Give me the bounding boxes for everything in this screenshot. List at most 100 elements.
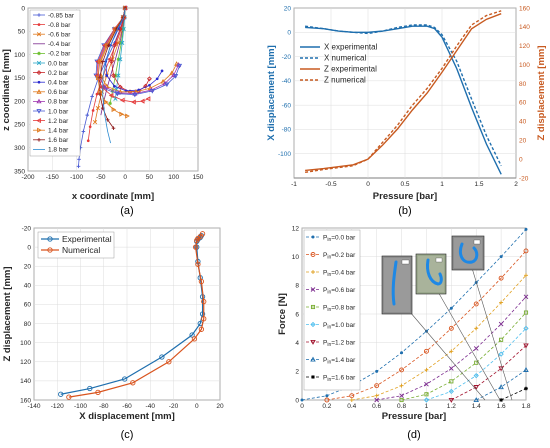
- a-legend-label-12: 1.4 bar: [48, 128, 69, 135]
- b-ytick-right-label: 40: [519, 119, 527, 126]
- c-point-1: [198, 278, 205, 285]
- d-point-1: [374, 383, 380, 389]
- d-point-7: [523, 366, 529, 372]
- b-ytick-label: -60: [282, 102, 292, 109]
- d-legend-label-1: Pin=0.2 bar: [323, 252, 356, 261]
- b-ytick-right-label: 60: [519, 100, 527, 107]
- panel-b-series: [304, 10, 502, 175]
- d-series-line-1: [326, 250, 527, 401]
- a-xtick-label: 150: [193, 174, 204, 181]
- b-ytick-right-label: -20: [519, 175, 529, 182]
- d-legend-marker-6: [310, 339, 316, 345]
- d-point-3: [498, 321, 504, 327]
- a-point-12: [111, 106, 117, 113]
- c-ytick-label: 60: [24, 302, 32, 309]
- a-ytick-label: 250: [14, 122, 25, 129]
- c-point-0: [159, 354, 165, 360]
- c-xtick-label: -100: [74, 403, 87, 410]
- a-legend-label-13: 1.6 bar: [48, 137, 69, 144]
- b-ytick-label: 0: [287, 30, 291, 37]
- c-point-0: [122, 376, 128, 382]
- c-ytick-label: 80: [24, 321, 32, 328]
- d-point-7: [473, 397, 479, 403]
- d-point-6: [448, 397, 455, 403]
- c-point-1: [166, 359, 172, 365]
- b-xtick-label: -0.5: [325, 181, 337, 188]
- c-xtick-label: 0: [195, 403, 199, 410]
- c-xtick-label: -80: [99, 403, 109, 410]
- a-ytick-label: 50: [18, 29, 26, 36]
- a-point-8: [174, 61, 180, 66]
- d-point-8: [524, 386, 528, 391]
- a-point-10: [176, 63, 183, 69]
- a-point-13: [98, 92, 102, 96]
- panel-b-label: (b): [398, 205, 411, 217]
- b-ytick-label: -20: [282, 54, 292, 61]
- panel-a-series: [76, 5, 183, 169]
- panel-a-label: (a): [120, 205, 133, 217]
- d-legend-label-3: Pin=0.6 bar: [323, 287, 356, 296]
- d-point-6: [498, 366, 504, 372]
- a-legend-marker-6: [36, 70, 42, 76]
- c-xtick-label: -40: [146, 403, 156, 410]
- panel-c-xlabel: X displacement [mm]: [79, 411, 175, 422]
- d-point-4: [424, 392, 429, 397]
- a-point-4: [116, 57, 121, 62]
- d-ytick-label: 6: [295, 311, 299, 318]
- a-point-12: [96, 75, 101, 81]
- a-point-4: [119, 41, 124, 45]
- a-point-11: [108, 92, 114, 99]
- a-point-7: [113, 84, 116, 88]
- a-point-0: [85, 113, 90, 117]
- panel-b-legend: X experimental X numerical Z experimental Z…: [300, 43, 378, 85]
- a-point-12: [104, 42, 110, 48]
- a-point-11: [131, 99, 136, 105]
- a-legend-label-8: 0.6 bar: [48, 89, 69, 96]
- d-point-0: [375, 369, 379, 373]
- photo-leader-line-2: [436, 289, 501, 401]
- d-xtick-label: 0: [300, 403, 304, 410]
- a-point-11: [95, 58, 100, 65]
- d-legend-label-0: Pin=0.0 bar: [323, 234, 356, 243]
- a-point-8: [160, 78, 166, 84]
- d-point-2: [524, 273, 528, 278]
- b-xtick-label: 0.5: [400, 181, 409, 188]
- a-ytick-label: 300: [14, 145, 25, 152]
- d-point-4: [499, 337, 504, 342]
- a-point-1: [88, 125, 92, 129]
- panel-b-ylabel-left: X displacement [mm]: [266, 45, 277, 141]
- d-point-3: [424, 381, 429, 387]
- d-series-line-0: [301, 229, 527, 401]
- b-ytick-label: -100: [278, 151, 291, 158]
- c-point-1: [192, 244, 199, 250]
- a-point-10: [149, 89, 155, 94]
- a-series-line-14: [102, 7, 126, 144]
- c-point-1: [201, 298, 207, 305]
- d-point-0: [300, 398, 304, 402]
- a-point-13: [111, 126, 116, 130]
- b-series-line-0: [305, 25, 502, 175]
- d-legend-marker-1: [310, 252, 316, 257]
- d-legend-label-7: Pin=1.4 bar: [323, 357, 356, 366]
- a-point-0: [81, 129, 86, 134]
- b-ytick-right-label: 140: [519, 24, 530, 31]
- c-ytick-label: 120: [20, 359, 31, 366]
- c-ytick-label: 40: [24, 283, 32, 290]
- d-series-line-2: [351, 275, 527, 401]
- panel-d-legend: Pin=0.0 bar Pin=0.2 bar Pin=0.4 bar Pin=0.6…: [306, 234, 356, 383]
- d-point-0: [325, 394, 329, 398]
- d-ytick-label: 10: [292, 254, 300, 261]
- b-xtick-label: 2: [514, 181, 518, 188]
- c-xtick-label: 20: [216, 403, 224, 410]
- panel-b-ticks: -1 -0.5 0 0.5 1 1.5 2 20 0 -20 -40 -60 -80 -100 160 140…: [278, 5, 530, 188]
- photo-leader-line-3: [471, 267, 513, 401]
- c-point-1: [66, 394, 72, 400]
- d-xtick-label: 1: [425, 403, 429, 410]
- a-legend-marker-8: [36, 89, 42, 94]
- c-point-1: [201, 316, 207, 322]
- a-legend-marker-12: [37, 127, 42, 133]
- a-point-6: [146, 76, 152, 82]
- d-legend-marker-5: [310, 321, 316, 328]
- c-xtick-label: -60: [122, 403, 132, 410]
- b-ytick-label: -80: [282, 127, 292, 134]
